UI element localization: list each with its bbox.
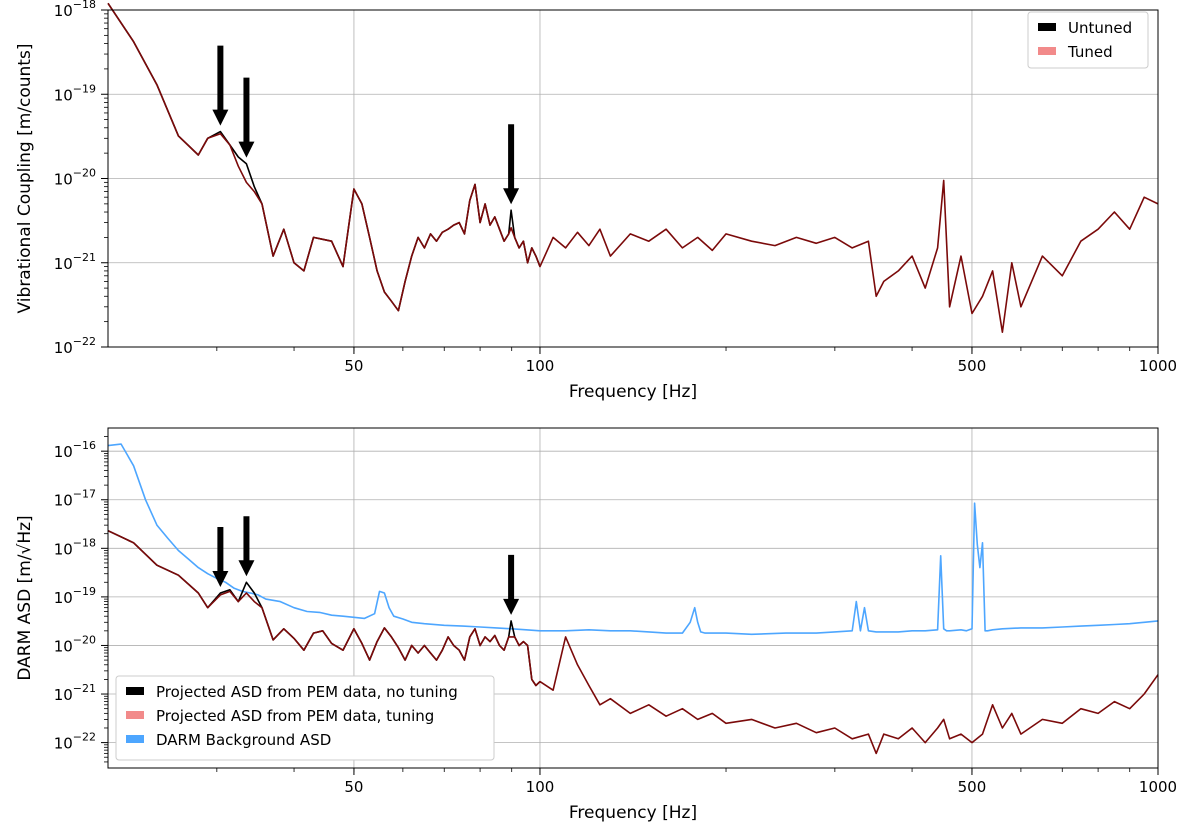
y-tick-exponent: −16 bbox=[73, 439, 96, 452]
arrow-head bbox=[238, 141, 255, 158]
y-tick-exponent: −19 bbox=[73, 585, 96, 598]
y-tick-exponent: −20 bbox=[73, 633, 96, 646]
legend: Projected ASD from PEM data, no tuning P… bbox=[115, 675, 495, 761]
x-axis-label: Frequency [Hz] bbox=[569, 803, 697, 823]
y-tick-exponent: −22 bbox=[73, 731, 96, 744]
tick-layer: 50 100 500 100010−2210−2110−2010−1910−1810−… bbox=[54, 436, 1177, 796]
arrow-head bbox=[503, 188, 520, 205]
y-tick-base: 10 bbox=[54, 540, 73, 558]
darm-asd-plot: 50 100 500 100010−2210−2110−2010−1910−1810−… bbox=[15, 427, 1177, 823]
arrow-head bbox=[503, 598, 520, 615]
series-line-tuned bbox=[107, 2, 1159, 334]
y-tick-base: 10 bbox=[54, 492, 73, 510]
y-tick-exponent: −21 bbox=[73, 251, 96, 264]
x-tick-label: 100 bbox=[526, 778, 555, 796]
legend-box bbox=[115, 675, 495, 761]
arrow-head bbox=[238, 560, 255, 577]
series-line-darm-background-asd bbox=[107, 443, 1159, 636]
y-tick-label: 10−17 bbox=[54, 488, 96, 510]
legend-label-darm-background: DARM Background ASD bbox=[156, 731, 331, 749]
legend-swatch-tuning bbox=[126, 711, 144, 719]
legend-box bbox=[1027, 11, 1149, 69]
series-layer bbox=[107, 443, 1159, 755]
arrow-head bbox=[212, 109, 229, 126]
y-tick-label: 10−18 bbox=[54, 536, 96, 558]
series-line-untuned bbox=[107, 2, 541, 312]
arrow-head bbox=[212, 571, 229, 588]
legend-label-untuned: Untuned bbox=[1068, 19, 1132, 37]
x-tick-label: 50 bbox=[344, 357, 363, 375]
x-tick-label: 1000 bbox=[1139, 357, 1177, 375]
y-tick-base: 10 bbox=[54, 339, 73, 357]
y-tick-base: 10 bbox=[54, 86, 73, 104]
legend-label-no-tuning: Projected ASD from PEM data, no tuning bbox=[156, 683, 458, 701]
y-tick-base: 10 bbox=[54, 637, 73, 655]
y-tick-base: 10 bbox=[54, 443, 73, 461]
y-tick-label: 10−22 bbox=[54, 731, 96, 753]
legend-swatch-tuned bbox=[1038, 47, 1056, 55]
plot-frame bbox=[107, 427, 1159, 769]
y-tick-base: 10 bbox=[54, 2, 73, 20]
y-tick-label: 10−21 bbox=[54, 251, 96, 273]
y-tick-label: 10−20 bbox=[54, 167, 96, 189]
y-tick-exponent: −19 bbox=[73, 82, 96, 95]
legend-swatch-darm-background bbox=[126, 735, 144, 743]
x-axis-label: Frequency [Hz] bbox=[569, 382, 697, 402]
y-tick-label: 10−19 bbox=[54, 585, 96, 607]
y-tick-base: 10 bbox=[54, 686, 73, 704]
grid bbox=[108, 9, 1159, 348]
y-tick-label: 10−21 bbox=[54, 682, 96, 704]
series-line-projected-asd-from-pem-data-tuning bbox=[107, 529, 1159, 755]
y-tick-base: 10 bbox=[54, 589, 73, 607]
y-tick-exponent: −17 bbox=[73, 488, 96, 501]
x-tick-label: 1000 bbox=[1139, 778, 1177, 796]
y-axis-label: DARM ASD [m/√Hz] bbox=[15, 515, 35, 680]
y-tick-label: 10−22 bbox=[54, 335, 96, 357]
y-tick-label: 10−18 bbox=[54, 0, 96, 20]
legend-label-tuned: Tuned bbox=[1067, 43, 1113, 61]
legend-swatch-untuned bbox=[1038, 23, 1056, 31]
y-tick-base: 10 bbox=[54, 735, 73, 753]
y-axis-label: Vibrational Coupling [m/counts] bbox=[15, 44, 35, 314]
series-layer bbox=[107, 2, 1159, 334]
y-tick-exponent: −22 bbox=[73, 335, 96, 348]
y-tick-exponent: −18 bbox=[73, 536, 96, 549]
series-line-projected-asd-from-pem-data-no-tuning bbox=[107, 529, 541, 687]
y-tick-label: 10−20 bbox=[54, 633, 96, 655]
y-tick-label: 10−19 bbox=[54, 82, 96, 104]
legend-label-tuning: Projected ASD from PEM data, tuning bbox=[156, 707, 434, 725]
x-tick-label: 50 bbox=[344, 778, 363, 796]
plot-frame bbox=[107, 9, 1159, 348]
legend-swatch-no-tuning bbox=[126, 687, 144, 695]
arrow-annotations bbox=[212, 45, 520, 205]
arrow-annotations bbox=[212, 516, 520, 615]
y-tick-base: 10 bbox=[54, 171, 73, 189]
y-tick-exponent: −20 bbox=[73, 167, 96, 180]
x-tick-label: 500 bbox=[958, 357, 987, 375]
y-tick-exponent: −18 bbox=[73, 0, 96, 11]
y-tick-label: 10−16 bbox=[54, 439, 96, 461]
x-tick-label: 500 bbox=[958, 778, 987, 796]
legend: Untuned Tuned bbox=[1027, 11, 1149, 69]
y-tick-base: 10 bbox=[54, 255, 73, 273]
x-tick-label: 100 bbox=[526, 357, 555, 375]
y-tick-exponent: −21 bbox=[73, 682, 96, 695]
